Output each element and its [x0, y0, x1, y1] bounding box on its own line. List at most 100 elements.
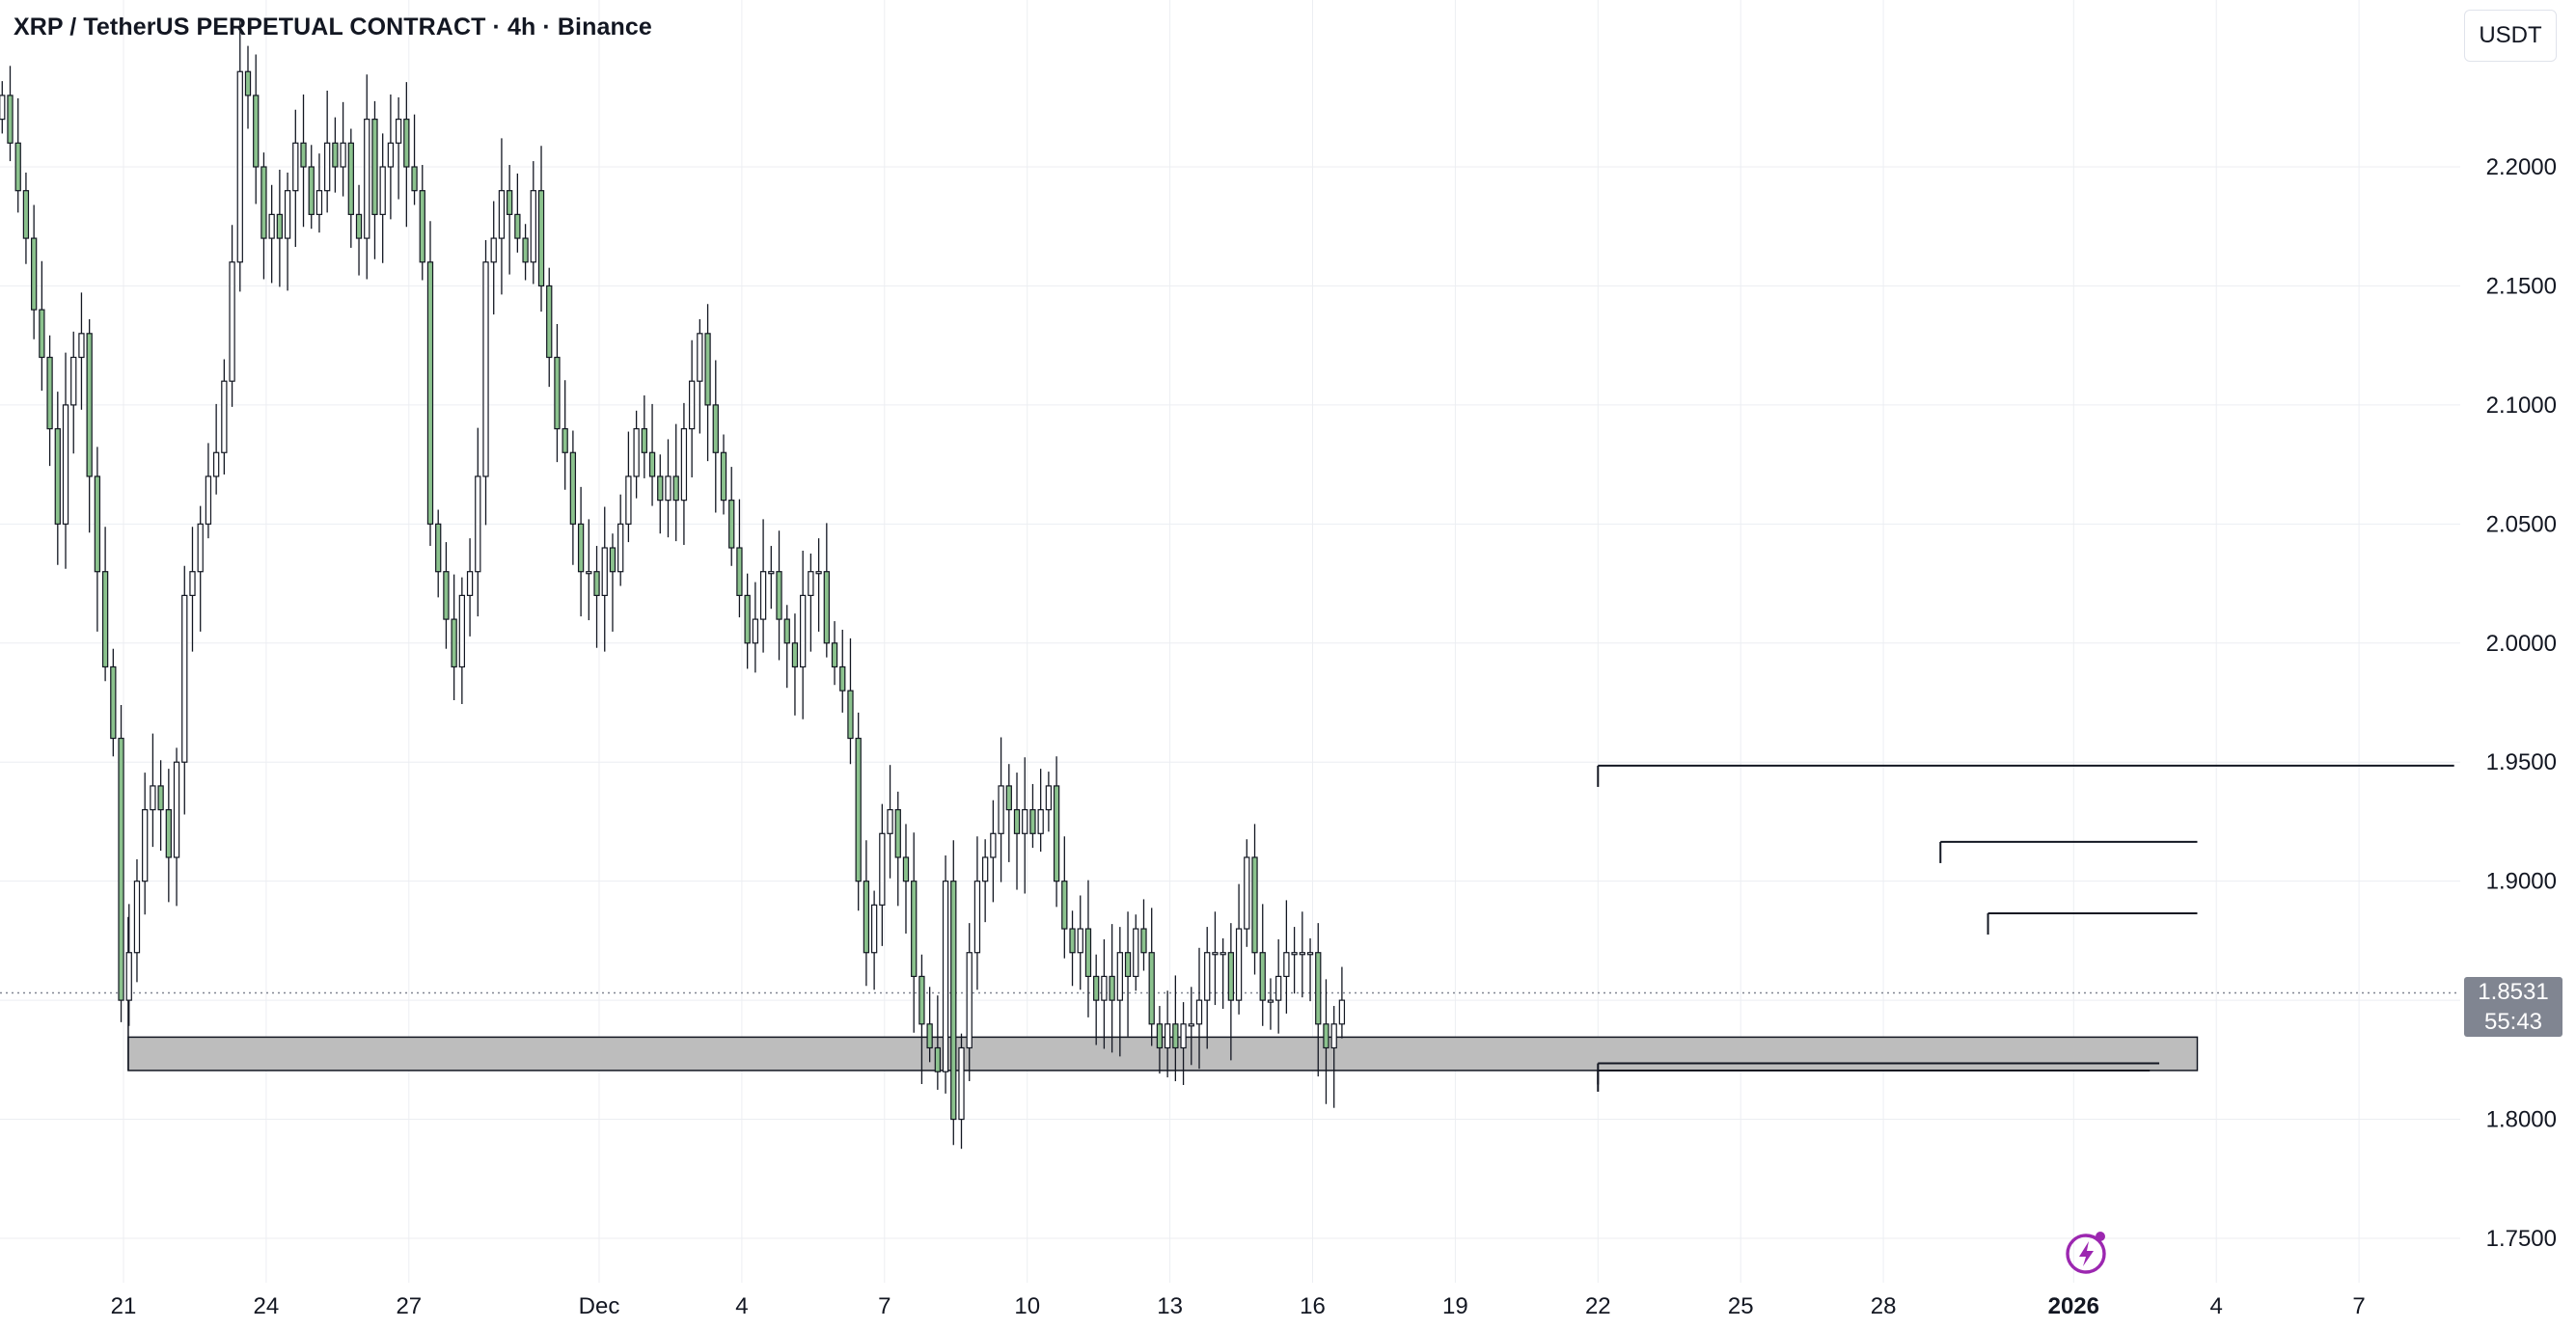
- drawings-layer: [0, 764, 2460, 1092]
- candle-body: [823, 571, 830, 644]
- candle-body: [379, 166, 386, 215]
- candle-body: [1212, 952, 1219, 956]
- candle-body: [70, 356, 77, 406]
- candle-body: [1338, 999, 1346, 1025]
- y-tick-label: 1.9500: [2486, 749, 2557, 775]
- candle-body: [54, 427, 61, 525]
- candle-body: [1140, 928, 1147, 954]
- candle-body: [0, 95, 6, 121]
- candle-body: [387, 142, 395, 168]
- candle-body: [150, 785, 156, 811]
- candle-body: [205, 475, 212, 525]
- candle-body: [665, 475, 671, 502]
- candle-body: [918, 975, 925, 1025]
- candles-layer: [0, 18, 1346, 1150]
- axes-layer: 2.2000 2.1500 2.1000 2.0500 2.0000 1.9500 1.90…: [111, 154, 2557, 1319]
- x-tick-label: 27: [396, 1293, 422, 1319]
- candle-body: [680, 427, 688, 502]
- candle-body: [1013, 808, 1021, 834]
- candle-body: [229, 261, 235, 382]
- candle-body: [1133, 928, 1139, 978]
- candle-body: [1323, 1023, 1329, 1049]
- currency-button[interactable]: USDT: [2464, 10, 2557, 62]
- candle-body: [142, 808, 149, 882]
- candle-body: [776, 571, 782, 620]
- candle-body: [998, 785, 1004, 834]
- candle-body: [133, 881, 141, 954]
- x-tick-label: 7: [878, 1293, 891, 1319]
- candle-body: [46, 356, 53, 430]
- candle-body: [39, 309, 45, 359]
- x-tick-label: 21: [111, 1293, 137, 1319]
- y-tick-label: 1.9000: [2486, 869, 2557, 895]
- candle-body: [475, 475, 481, 573]
- candle-body: [86, 333, 93, 477]
- candle-body: [609, 547, 617, 573]
- candle-body: [1227, 952, 1235, 1001]
- candle-body: [1330, 1023, 1337, 1049]
- candle-body: [173, 761, 180, 858]
- candle-body: [411, 166, 418, 192]
- candle-body: [530, 190, 536, 263]
- candle-body: [1204, 952, 1211, 1001]
- candle-body: [942, 881, 949, 1072]
- candle-body: [189, 571, 196, 597]
- y-tick-label: 2.1500: [2486, 273, 2557, 299]
- candle-body: [577, 523, 585, 573]
- candle-body: [911, 881, 918, 978]
- candle-body: [101, 571, 109, 668]
- candle-body: [1084, 928, 1092, 978]
- candle-body: [1275, 975, 1282, 1001]
- candle-body: [300, 142, 307, 168]
- candle-body: [958, 1046, 965, 1121]
- candle-body: [625, 475, 632, 525]
- x-tick-label: 16: [1300, 1293, 1326, 1319]
- candle-body: [800, 594, 807, 668]
- candle-body: [847, 690, 854, 740]
- candle-body: [212, 451, 220, 477]
- y-tick-label: 1.8000: [2486, 1107, 2557, 1133]
- candle-body: [1116, 952, 1123, 1001]
- x-tick-label: 25: [1728, 1293, 1754, 1319]
- candle-body: [1053, 785, 1060, 882]
- candle-body: [990, 832, 997, 858]
- candle-body: [1244, 856, 1250, 930]
- candle-body: [236, 70, 243, 263]
- candle-body: [284, 190, 291, 239]
- candle-body: [1124, 952, 1132, 978]
- candle-body: [221, 380, 228, 453]
- candle-body: [593, 571, 600, 597]
- candle-body: [244, 70, 252, 96]
- candle-body: [783, 618, 790, 644]
- y-tick-label: 2.2000: [2486, 154, 2557, 180]
- candle-body: [586, 571, 592, 575]
- candle-body: [1077, 928, 1083, 954]
- candle-body: [181, 594, 188, 763]
- candle-body: [22, 190, 30, 239]
- candle-body: [340, 142, 346, 168]
- candle-body: [1259, 952, 1266, 1001]
- candle-body: [110, 665, 117, 740]
- candle-body: [1219, 952, 1226, 956]
- y-tick-label: 2.0000: [2486, 631, 2557, 657]
- candle-body: [1180, 1023, 1187, 1049]
- candle-body: [1101, 975, 1108, 1001]
- candle-body: [697, 333, 703, 382]
- candle-body: [1283, 952, 1290, 978]
- candle-body: [870, 904, 878, 954]
- candle-body: [1315, 952, 1322, 1025]
- candle-body: [902, 856, 910, 882]
- candle-body: [641, 427, 647, 453]
- x-tick-label: 4: [2210, 1293, 2223, 1319]
- candle-body: [712, 404, 719, 453]
- lightning-bolt-icon[interactable]: [2063, 1225, 2115, 1277]
- candle-body: [1069, 928, 1076, 954]
- candle-body: [7, 95, 14, 144]
- candle-body: [426, 261, 434, 525]
- candle-body: [966, 952, 973, 1049]
- candle-body: [720, 451, 727, 502]
- candle-body: [403, 119, 410, 168]
- candle-body: [118, 737, 124, 1001]
- candle-body: [1299, 952, 1305, 956]
